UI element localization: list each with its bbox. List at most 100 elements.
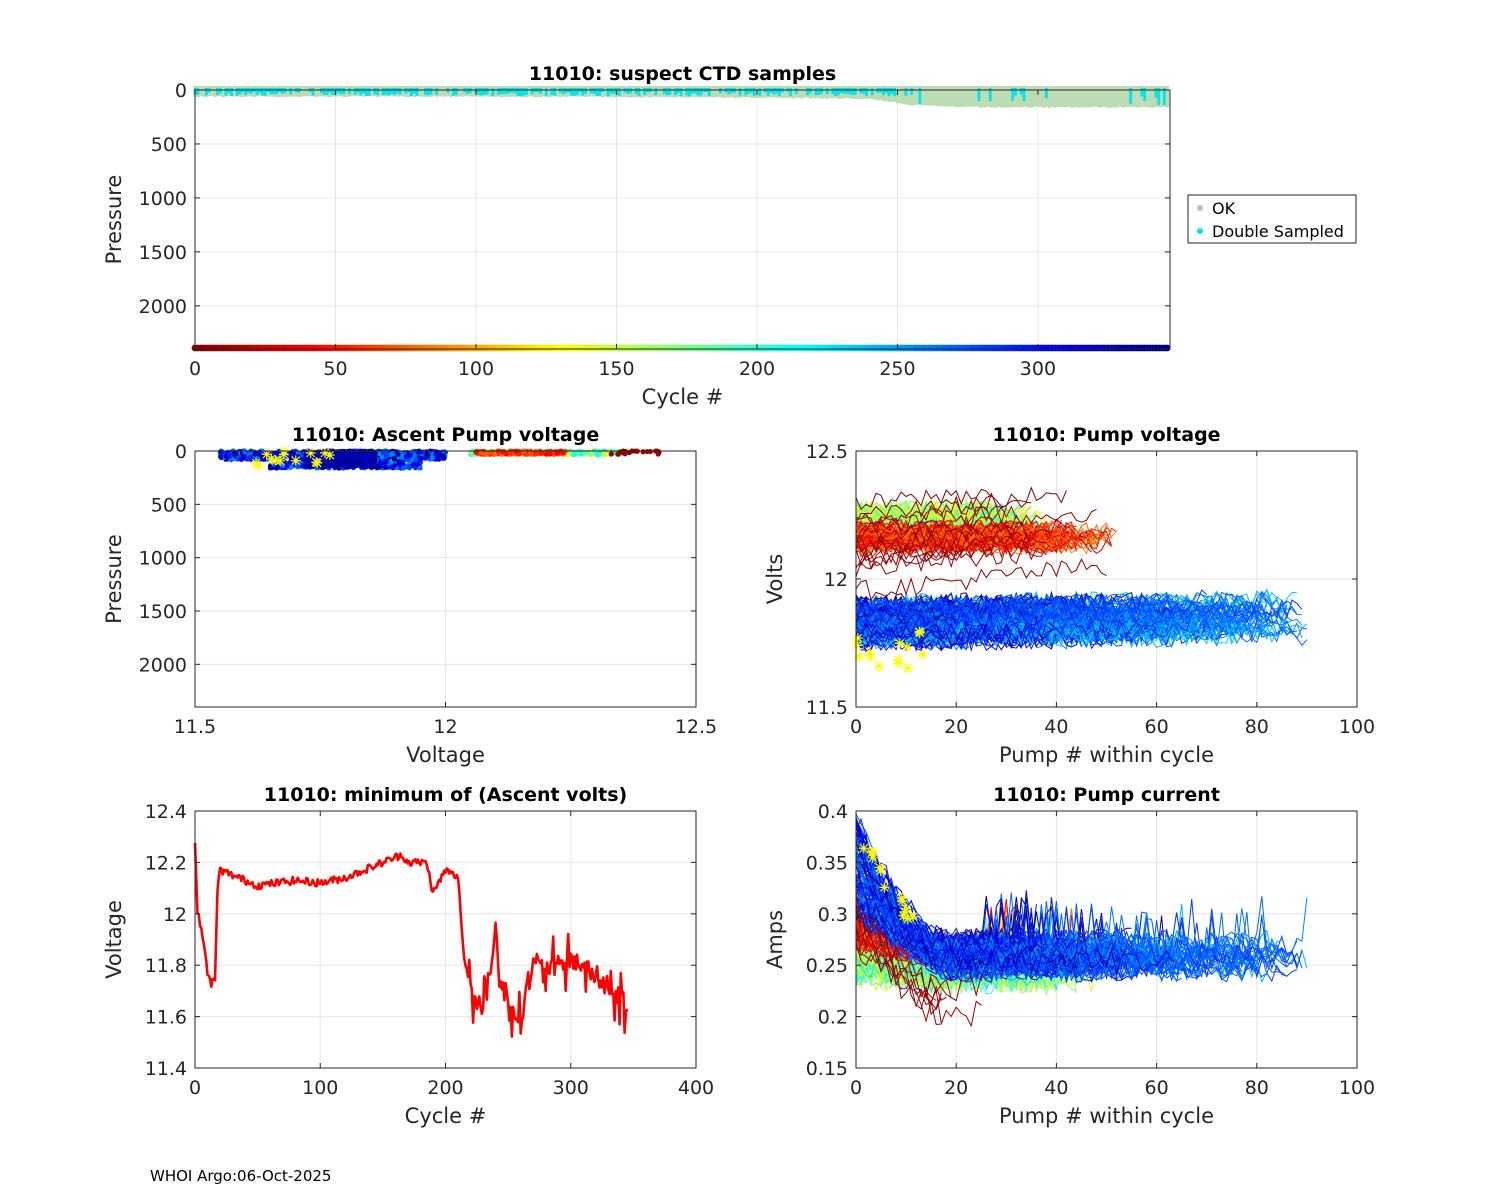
y-tick-label: 1500 <box>139 242 187 264</box>
voltage-sample <box>403 454 409 460</box>
ok-sample <box>907 86 911 105</box>
double-sampled-sample <box>359 88 363 96</box>
ok-sample <box>202 86 206 97</box>
ok-sample <box>741 86 745 98</box>
double-sampled-sample <box>910 88 914 95</box>
flag-star <box>901 903 912 914</box>
double-sampled-sample <box>415 88 419 96</box>
chart-title: 11010: minimum of (Ascent volts) <box>264 784 627 806</box>
ok-sample <box>1078 86 1083 108</box>
double-sampled-sample <box>772 88 776 95</box>
double-sampled-sample <box>609 88 613 94</box>
pump-current-trace <box>855 903 982 1002</box>
ok-sample <box>1134 86 1139 108</box>
double-sampled-sample <box>227 88 231 94</box>
double-sampled-sample <box>452 88 456 96</box>
flag-star <box>864 647 875 658</box>
voltage-sample <box>508 449 514 455</box>
pump-current-trace <box>855 901 1077 960</box>
double-sampled-sample <box>261 88 265 96</box>
double-sampled-sample <box>348 88 352 94</box>
y-tick-label: 500 <box>151 494 187 516</box>
double-sampled-sample <box>870 88 875 96</box>
double-sampled-sample <box>530 88 535 95</box>
double-sampled-sample <box>384 88 389 95</box>
axes-box <box>855 450 1358 708</box>
voltage-sample <box>516 451 522 457</box>
ok-sample <box>232 86 237 97</box>
ok-sample <box>915 86 920 105</box>
flag-star <box>874 862 885 873</box>
ok-sample <box>1165 86 1170 108</box>
ok-sample <box>1064 86 1069 108</box>
ok-sample <box>792 86 796 99</box>
legend-label: Double Sampled <box>1212 222 1344 241</box>
double-sampled-sample <box>485 88 490 95</box>
ok-sample <box>586 86 591 97</box>
ok-sample <box>438 86 442 97</box>
double-sampled-sample <box>224 88 228 96</box>
double-sampled-sample <box>696 88 700 96</box>
voltage-sample <box>388 464 394 470</box>
double-sampled-sample <box>1140 88 1144 97</box>
data-layer <box>852 486 1308 674</box>
double-sampled-sample <box>255 88 259 95</box>
ok-sample <box>221 86 226 98</box>
ok-sample <box>1160 86 1164 107</box>
ok-sample <box>1087 86 1091 108</box>
ok-sample <box>213 86 217 97</box>
flag-star <box>873 661 884 672</box>
double-sampled-sample <box>794 88 799 94</box>
double-sampled-sample <box>1157 88 1161 105</box>
y-tick-label: 12.4 <box>145 801 187 823</box>
ok-sample <box>952 86 956 107</box>
ok-sample <box>432 86 436 96</box>
ok-sample <box>941 86 945 107</box>
x-tick-label: 100 <box>1339 1077 1375 1099</box>
voltage-sample <box>315 451 321 457</box>
voltage-sample <box>371 455 378 461</box>
double-sampled-sample <box>831 88 835 95</box>
ok-sample <box>303 86 307 97</box>
data-layer <box>855 813 1308 1028</box>
double-sampled-sample <box>758 88 762 96</box>
ok-sample <box>912 86 917 106</box>
ok-sample <box>1126 86 1130 107</box>
flag-star <box>893 655 904 666</box>
double-sampled-sample <box>662 88 667 94</box>
double-sampled-sample <box>393 88 397 95</box>
pump-voltage-trace <box>855 500 977 523</box>
flag-star <box>266 454 277 465</box>
double-sampled-sample <box>637 88 641 96</box>
y-tick-label: 1000 <box>139 548 187 570</box>
double-sampled-sample <box>629 88 633 94</box>
ok-sample <box>1008 86 1012 108</box>
double-sampled-sample <box>887 88 892 97</box>
ok-sample <box>682 86 686 98</box>
y-axis-label: Pressure <box>102 534 126 624</box>
ok-sample <box>547 86 552 98</box>
double-sampled-sample <box>747 88 751 94</box>
ok-sample <box>991 86 995 108</box>
frame: 0 100 200 300 400 11.4 11.6 11.8 12 12.2 12.4 11010… <box>102 784 714 1128</box>
flag-star <box>852 640 863 651</box>
double-sampled-sample <box>626 88 630 94</box>
double-sampled-sample <box>865 88 869 96</box>
ok-sample <box>960 86 965 108</box>
pump-current-trace <box>855 855 1293 962</box>
ok-sample <box>966 86 970 107</box>
footer-stamp: WHOI Argo:06-Oct-2025 <box>150 1167 332 1185</box>
ok-sample <box>856 86 861 100</box>
y-tick-label: 11.6 <box>145 1007 187 1029</box>
double-sampled-sample <box>468 88 473 94</box>
double-sampled-sample <box>364 88 369 96</box>
ok-sample <box>460 86 464 97</box>
ok-sample <box>1103 86 1108 107</box>
ok-sample <box>974 86 979 107</box>
double-sampled-sample <box>539 88 543 94</box>
double-sampled-sample <box>665 88 670 96</box>
ok-sample <box>345 86 349 97</box>
double-sampled-sample <box>367 88 372 96</box>
ok-sample <box>938 86 942 107</box>
y-tick-label: 2000 <box>139 654 187 676</box>
